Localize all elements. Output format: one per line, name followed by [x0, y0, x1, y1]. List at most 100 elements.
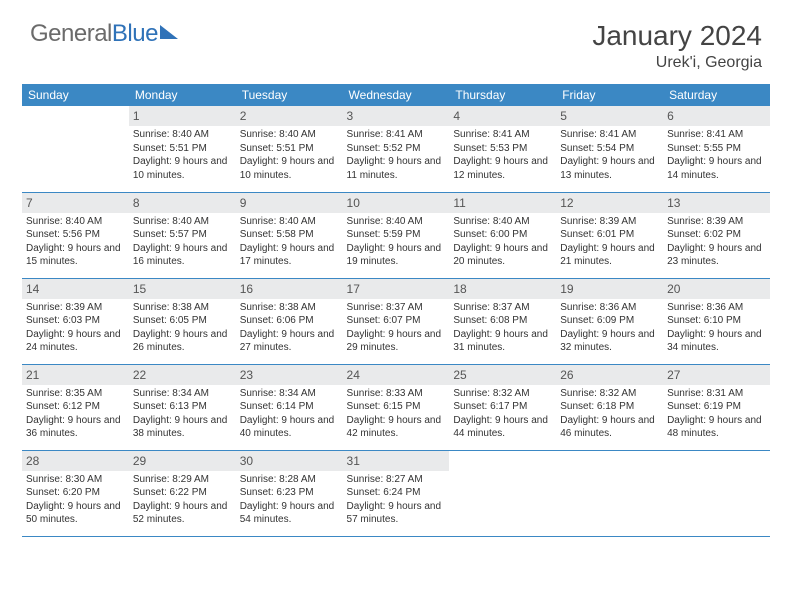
day-number: 26: [556, 365, 663, 385]
calendar-cell: 12Sunrise: 8:39 AM Sunset: 6:01 PM Dayli…: [556, 192, 663, 278]
calendar-cell: [22, 106, 129, 192]
day-number: 3: [343, 106, 450, 126]
day-number: 6: [663, 106, 770, 126]
calendar-thead: SundayMondayTuesdayWednesdayThursdayFrid…: [22, 84, 770, 106]
calendar-cell: 8Sunrise: 8:40 AM Sunset: 5:57 PM Daylig…: [129, 192, 236, 278]
day-details: Sunrise: 8:37 AM Sunset: 6:08 PM Dayligh…: [453, 301, 552, 355]
day-number: 19: [556, 279, 663, 299]
calendar-cell: 6Sunrise: 8:41 AM Sunset: 5:55 PM Daylig…: [663, 106, 770, 192]
day-number: 27: [663, 365, 770, 385]
day-details: Sunrise: 8:29 AM Sunset: 6:22 PM Dayligh…: [133, 473, 232, 527]
calendar-row: 28Sunrise: 8:30 AM Sunset: 6:20 PM Dayli…: [22, 450, 770, 536]
day-details: Sunrise: 8:40 AM Sunset: 5:59 PM Dayligh…: [347, 215, 446, 269]
day-details: Sunrise: 8:41 AM Sunset: 5:54 PM Dayligh…: [560, 128, 659, 182]
day-number: 21: [22, 365, 129, 385]
day-details: Sunrise: 8:31 AM Sunset: 6:19 PM Dayligh…: [667, 387, 766, 441]
calendar-cell: 29Sunrise: 8:29 AM Sunset: 6:22 PM Dayli…: [129, 450, 236, 536]
day-details: Sunrise: 8:40 AM Sunset: 5:57 PM Dayligh…: [133, 215, 232, 269]
day-number: 4: [449, 106, 556, 126]
day-number: 5: [556, 106, 663, 126]
month-title: January 2024: [592, 20, 762, 52]
day-details: Sunrise: 8:40 AM Sunset: 5:51 PM Dayligh…: [240, 128, 339, 182]
calendar-cell: 24Sunrise: 8:33 AM Sunset: 6:15 PM Dayli…: [343, 364, 450, 450]
day-details: Sunrise: 8:36 AM Sunset: 6:10 PM Dayligh…: [667, 301, 766, 355]
calendar-cell: 11Sunrise: 8:40 AM Sunset: 6:00 PM Dayli…: [449, 192, 556, 278]
weekday-header: Tuesday: [236, 84, 343, 106]
day-details: Sunrise: 8:39 AM Sunset: 6:03 PM Dayligh…: [26, 301, 125, 355]
day-details: Sunrise: 8:32 AM Sunset: 6:17 PM Dayligh…: [453, 387, 552, 441]
location-label: Urek'i, Georgia: [592, 54, 762, 72]
calendar-cell: 5Sunrise: 8:41 AM Sunset: 5:54 PM Daylig…: [556, 106, 663, 192]
calendar-row: 21Sunrise: 8:35 AM Sunset: 6:12 PM Dayli…: [22, 364, 770, 450]
day-details: Sunrise: 8:33 AM Sunset: 6:15 PM Dayligh…: [347, 387, 446, 441]
day-details: Sunrise: 8:32 AM Sunset: 6:18 PM Dayligh…: [560, 387, 659, 441]
day-number: 31: [343, 451, 450, 471]
calendar-cell: 4Sunrise: 8:41 AM Sunset: 5:53 PM Daylig…: [449, 106, 556, 192]
day-details: Sunrise: 8:34 AM Sunset: 6:13 PM Dayligh…: [133, 387, 232, 441]
calendar-cell: 30Sunrise: 8:28 AM Sunset: 6:23 PM Dayli…: [236, 450, 343, 536]
day-number: 18: [449, 279, 556, 299]
day-number: 13: [663, 193, 770, 213]
weekday-row: SundayMondayTuesdayWednesdayThursdayFrid…: [22, 84, 770, 106]
day-number: 14: [22, 279, 129, 299]
calendar-cell: 9Sunrise: 8:40 AM Sunset: 5:58 PM Daylig…: [236, 192, 343, 278]
day-details: Sunrise: 8:28 AM Sunset: 6:23 PM Dayligh…: [240, 473, 339, 527]
day-number: 16: [236, 279, 343, 299]
day-number: 28: [22, 451, 129, 471]
day-number: 9: [236, 193, 343, 213]
calendar-cell: [556, 450, 663, 536]
calendar-row: 7Sunrise: 8:40 AM Sunset: 5:56 PM Daylig…: [22, 192, 770, 278]
day-details: Sunrise: 8:41 AM Sunset: 5:55 PM Dayligh…: [667, 128, 766, 182]
weekday-header: Monday: [129, 84, 236, 106]
day-number: 17: [343, 279, 450, 299]
calendar-cell: 17Sunrise: 8:37 AM Sunset: 6:07 PM Dayli…: [343, 278, 450, 364]
calendar-cell: 3Sunrise: 8:41 AM Sunset: 5:52 PM Daylig…: [343, 106, 450, 192]
calendar-cell: 28Sunrise: 8:30 AM Sunset: 6:20 PM Dayli…: [22, 450, 129, 536]
day-details: Sunrise: 8:40 AM Sunset: 5:56 PM Dayligh…: [26, 215, 125, 269]
calendar-table: SundayMondayTuesdayWednesdayThursdayFrid…: [22, 84, 770, 537]
calendar-cell: 20Sunrise: 8:36 AM Sunset: 6:10 PM Dayli…: [663, 278, 770, 364]
calendar-cell: 13Sunrise: 8:39 AM Sunset: 6:02 PM Dayli…: [663, 192, 770, 278]
weekday-header: Wednesday: [343, 84, 450, 106]
day-details: Sunrise: 8:39 AM Sunset: 6:02 PM Dayligh…: [667, 215, 766, 269]
day-number: 8: [129, 193, 236, 213]
calendar-cell: 16Sunrise: 8:38 AM Sunset: 6:06 PM Dayli…: [236, 278, 343, 364]
day-details: Sunrise: 8:40 AM Sunset: 6:00 PM Dayligh…: [453, 215, 552, 269]
day-details: Sunrise: 8:38 AM Sunset: 6:06 PM Dayligh…: [240, 301, 339, 355]
weekday-header: Sunday: [22, 84, 129, 106]
day-details: Sunrise: 8:38 AM Sunset: 6:05 PM Dayligh…: [133, 301, 232, 355]
weekday-header: Saturday: [663, 84, 770, 106]
title-block: January 2024 Urek'i, Georgia: [592, 20, 762, 72]
day-number: 30: [236, 451, 343, 471]
day-details: Sunrise: 8:34 AM Sunset: 6:14 PM Dayligh…: [240, 387, 339, 441]
day-details: Sunrise: 8:39 AM Sunset: 6:01 PM Dayligh…: [560, 215, 659, 269]
weekday-header: Friday: [556, 84, 663, 106]
weekday-header: Thursday: [449, 84, 556, 106]
calendar-cell: 18Sunrise: 8:37 AM Sunset: 6:08 PM Dayli…: [449, 278, 556, 364]
calendar-cell: 27Sunrise: 8:31 AM Sunset: 6:19 PM Dayli…: [663, 364, 770, 450]
day-details: Sunrise: 8:30 AM Sunset: 6:20 PM Dayligh…: [26, 473, 125, 527]
calendar-cell: [663, 450, 770, 536]
brand-part2: Blue: [112, 20, 158, 48]
day-details: Sunrise: 8:41 AM Sunset: 5:53 PM Dayligh…: [453, 128, 552, 182]
brand-triangle-icon: [160, 25, 178, 39]
calendar-cell: [449, 450, 556, 536]
day-number: 22: [129, 365, 236, 385]
day-details: Sunrise: 8:35 AM Sunset: 6:12 PM Dayligh…: [26, 387, 125, 441]
calendar-cell: 19Sunrise: 8:36 AM Sunset: 6:09 PM Dayli…: [556, 278, 663, 364]
calendar-body: 1Sunrise: 8:40 AM Sunset: 5:51 PM Daylig…: [22, 106, 770, 536]
day-number: 10: [343, 193, 450, 213]
calendar-row: 1Sunrise: 8:40 AM Sunset: 5:51 PM Daylig…: [22, 106, 770, 192]
day-number: 20: [663, 279, 770, 299]
day-details: Sunrise: 8:41 AM Sunset: 5:52 PM Dayligh…: [347, 128, 446, 182]
calendar-cell: 7Sunrise: 8:40 AM Sunset: 5:56 PM Daylig…: [22, 192, 129, 278]
calendar-cell: 25Sunrise: 8:32 AM Sunset: 6:17 PM Dayli…: [449, 364, 556, 450]
day-number: 24: [343, 365, 450, 385]
day-number: 15: [129, 279, 236, 299]
calendar-cell: 2Sunrise: 8:40 AM Sunset: 5:51 PM Daylig…: [236, 106, 343, 192]
day-number: 12: [556, 193, 663, 213]
day-number: 23: [236, 365, 343, 385]
brand-logo: GeneralBlue: [30, 20, 178, 48]
day-number: 7: [22, 193, 129, 213]
day-number: 2: [236, 106, 343, 126]
